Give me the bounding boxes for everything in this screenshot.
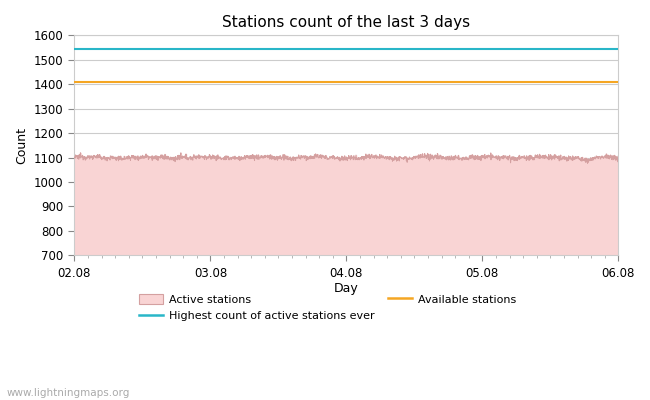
- Legend: Active stations, Highest count of active stations ever, Available stations: Active stations, Highest count of active…: [135, 290, 521, 326]
- Text: www.lightningmaps.org: www.lightningmaps.org: [6, 388, 130, 398]
- Title: Stations count of the last 3 days: Stations count of the last 3 days: [222, 15, 471, 30]
- Y-axis label: Count: Count: [15, 127, 28, 164]
- X-axis label: Day: Day: [334, 282, 359, 295]
